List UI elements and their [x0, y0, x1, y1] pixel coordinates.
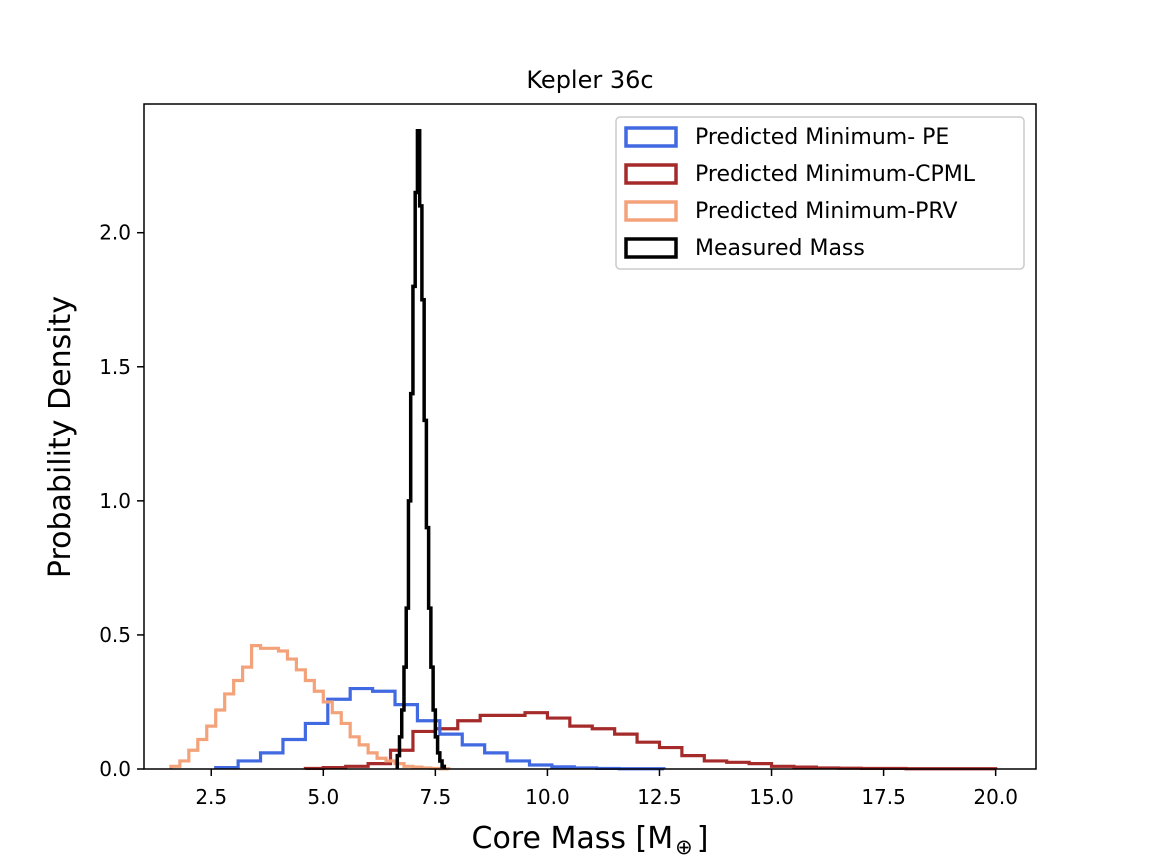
x-axis-ticks: 2.5 5.0 7.5 10.0 12.5 15.0 17.5 20.0: [195, 769, 1018, 809]
y-tick-label: 0.0: [99, 757, 131, 781]
x-axis-label-symbol: ⊕: [675, 835, 693, 859]
legend-swatch-predicted-minimum-cpml: [624, 163, 678, 185]
legend-swatch-predicted-minimum-prv: [624, 200, 678, 222]
series-layer: [169, 129, 998, 771]
legend-label-predicted-minimum-pe: Predicted Minimum- PE: [695, 125, 949, 150]
series-predicted-minimum-cpml-histogram: [303, 711, 998, 771]
x-tick-label: 20.0: [973, 785, 1018, 809]
y-tick-label: 1.5: [99, 355, 131, 379]
x-tick-label: 12.5: [637, 785, 682, 809]
x-tick-label: 2.5: [195, 785, 227, 809]
legend-items: Predicted Minimum- PE Predicted Minimum-C…: [624, 125, 976, 261]
x-axis-label-main: Core Mass [M: [472, 821, 674, 856]
series-predicted-minimum-prv-histogram: [169, 644, 451, 771]
x-tick-label: 7.5: [419, 785, 451, 809]
x-tick-label: 15.0: [749, 785, 794, 809]
chart-title: Kepler 36c: [526, 66, 653, 94]
legend-label-predicted-minimum-cpml: Predicted Minimum-CPML: [695, 162, 976, 187]
series-predicted-minimum-pe-histogram: [214, 686, 666, 771]
x-tick-label: 5.0: [307, 785, 339, 809]
x-axis-label: Core Mass [M⊕]: [472, 821, 709, 859]
y-tick-label: 0.5: [99, 623, 131, 647]
y-axis-ticks: 0.0 0.5 1.0 1.5 2.0: [99, 221, 144, 781]
y-axis-label: Probability Density: [43, 296, 78, 578]
plot-frame: [143, 103, 1037, 770]
legend-label-predicted-minimum-prv: Predicted Minimum-PRV: [695, 199, 958, 224]
x-tick-label: 10.0: [525, 785, 570, 809]
y-tick-label: 2.0: [99, 221, 131, 245]
x-tick-label: 17.5: [861, 785, 906, 809]
legend-label-measured-mass: Measured Mass: [695, 236, 865, 261]
series-measured-mass-histogram: [395, 129, 447, 769]
legend-swatch-predicted-minimum-pe: [624, 126, 678, 148]
legend-swatch-measured-mass: [624, 237, 678, 259]
legend: Predicted Minimum- PE Predicted Minimum-C…: [615, 116, 1025, 270]
x-axis-label-close: ]: [697, 821, 709, 856]
y-tick-label: 1.0: [99, 489, 131, 513]
legend-box: [615, 116, 1025, 270]
